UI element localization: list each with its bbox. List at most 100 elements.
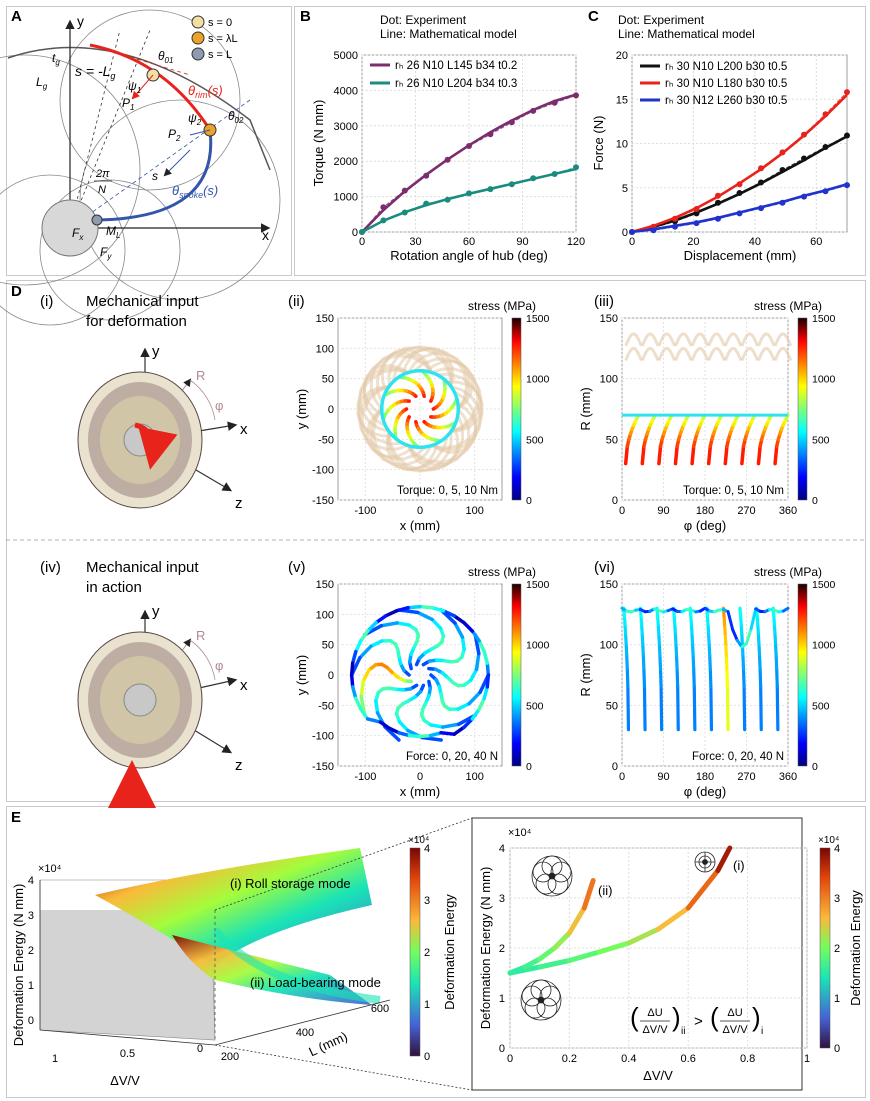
diii-ylabel: R (mm) — [578, 387, 593, 430]
a-theta02: θ — [228, 109, 235, 123]
c-series-1-point-10 — [844, 89, 850, 96]
a-axis-x: x — [262, 227, 269, 243]
b-ytick-0: 0 — [352, 227, 358, 239]
e2-series-1-seg-5 — [581, 878, 596, 911]
diii-xtick-4: 360 — [779, 505, 797, 517]
e-3d-plot: 0 1 2 3 4 0 0.5 1 200 400 600 (i) Roll storage mod… — [11, 848, 391, 1088]
d-v-spoke-5-seg-8 — [358, 644, 373, 660]
d-i-axis-z: z — [235, 495, 243, 512]
d-v-spoke-8-seg-9 — [420, 735, 443, 742]
d-v-spoke-2-seg-7 — [460, 635, 466, 651]
dvi-xtick-3: 270 — [737, 771, 755, 783]
e3d-ztick-0: 0 — [28, 1015, 34, 1027]
d-iii-spoke-1-seg-0 — [640, 444, 646, 466]
b-series-1-point-2 — [401, 209, 408, 216]
svg-text:θ02: θ02 — [228, 109, 244, 125]
c-series-2-point-7 — [779, 199, 786, 206]
d-ii-rim-petal-8-0 — [431, 402, 478, 454]
a-theta02-sub: 02 — [235, 116, 244, 125]
diii-ytick-3: 150 — [600, 313, 618, 325]
dii-colorbar — [511, 317, 522, 501]
e2-xtick-3: 0.6 — [681, 1053, 696, 1065]
d-plots: -100 0 100 -150 -100 -50 0 50 100 150 x (mm) y (mm)… — [294, 299, 836, 799]
d-vi-spoke-8-seg-4 — [756, 632, 761, 646]
d-vi-spoke-8-seg-0 — [759, 685, 763, 732]
d-iv-axis-x: x — [240, 677, 248, 694]
c-ytick-0: 0 — [622, 227, 628, 239]
d-i-axis-x: x — [240, 421, 248, 438]
d-v-rim-seg-29 — [439, 731, 456, 736]
d-iii-spoke-3-seg-0 — [673, 444, 679, 466]
b-legend-1: rₕ 26 N10 L204 b34 t0.3 — [395, 78, 517, 90]
e3d-zlabel: Deformation Energy (N mm) — [11, 884, 26, 1047]
e-colorbar-mid: 0 1 2 3 4 ×10⁴ Deformation Energy — [408, 835, 457, 1063]
dii-ytick-4: 50 — [322, 374, 334, 386]
d-ii-rim-petal-5-0 — [365, 407, 415, 459]
d-ii-rim-petal-3-0 — [362, 364, 409, 416]
b-xtick-3: 90 — [516, 236, 528, 248]
e2-f-op: > — [694, 1013, 703, 1030]
d-iii-arch-7-0 — [740, 346, 759, 362]
b-ytick-1: 1000 — [334, 192, 358, 204]
d-vi-spoke-7-seg-7 — [738, 606, 743, 618]
d-v-rim-seg-6 — [441, 609, 456, 618]
a-s-eq: s = -L — [75, 63, 110, 79]
dv-cbtick-0: 0 — [526, 761, 532, 773]
d-vi-spoke-2-seg-2 — [658, 653, 663, 671]
diii-ytick-1: 50 — [606, 434, 618, 446]
dvi-cbtick-2: 1000 — [812, 640, 836, 652]
e3d-ytick-2: 600 — [371, 1003, 389, 1015]
dv-ytick-3: 0 — [328, 670, 334, 682]
c-series-2-point-0 — [629, 229, 635, 235]
a-psi2: ψ — [188, 111, 197, 125]
e3d-ztick-3: 3 — [28, 910, 34, 922]
diii-note: Torque: 0, 5, 10 Nm — [683, 485, 784, 497]
c-series-2-point-4 — [715, 215, 721, 222]
svg-text:): ) — [752, 1002, 761, 1032]
b-series-0-point-5 — [466, 142, 472, 149]
d-ii-rim-petal-2-0 — [380, 348, 434, 392]
svg-text:tg: tg — [52, 51, 60, 67]
e2-f-rhs-num: ΔU — [727, 1007, 742, 1019]
dii-cbtick-3: 1500 — [526, 313, 550, 325]
b-series-0-point-6 — [487, 131, 494, 138]
d-v-rim-seg-7 — [430, 605, 446, 613]
d-vi-spoke-1-seg-1 — [642, 667, 647, 689]
e2-xtick-2: 0.4 — [621, 1053, 636, 1065]
d-ii-hub-ring — [379, 368, 461, 450]
d-vi-spoke-5-seg-2 — [708, 653, 712, 671]
d-ii-rim-petal-6-0 — [385, 431, 439, 472]
d-iii-spoke-2-seg-0 — [657, 444, 663, 466]
dv-ytick-4: 50 — [322, 640, 334, 652]
d-iii-arch-6-0 — [723, 346, 743, 362]
d-ii-rim-petal-9-2 — [412, 357, 480, 433]
d-v-num: (v) — [288, 559, 306, 576]
e-colorbar-right-ticks: 0 1 2 3 4 — [834, 843, 840, 1055]
diii-xtick-1: 90 — [657, 505, 669, 517]
c-series-1-point-8 — [801, 131, 807, 138]
c-series-1-point-7 — [779, 149, 786, 156]
diii-ytick-0: 0 — [612, 495, 618, 507]
d-v-rim-seg-10 — [394, 605, 410, 613]
wheel-3d-iv — [77, 609, 238, 808]
d-v-spoke-2-seg-8 — [453, 621, 465, 639]
d-vi-spoke-7-seg-4 — [740, 632, 744, 646]
e2-series-0-seg-6 — [685, 868, 721, 911]
d-v-rim-seg-31 — [462, 717, 475, 730]
d-vi-spoke-6-seg-2 — [724, 653, 729, 671]
c-series-2-point-10 — [844, 182, 850, 189]
d-vi-spoke-4-seg-1 — [692, 667, 696, 689]
e2-xtick-5: 1 — [804, 1053, 810, 1065]
wheel-icon-i — [694, 851, 716, 873]
a-fy: F — [100, 245, 108, 259]
dii-cblabel: stress (MPa) — [468, 299, 536, 313]
e2-f-rhs-den: ΔV/V — [722, 1024, 748, 1036]
a-psi2-sub: 2 — [196, 118, 202, 127]
dv-note: Force: 0, 20, 40 N — [406, 751, 498, 763]
e2-series-0-seg-1 — [537, 958, 572, 970]
diii-cbtick-2: 1000 — [812, 374, 836, 386]
b-xtick-4: 120 — [567, 236, 585, 248]
d-v-rim-seg-25 — [397, 731, 412, 738]
d-iii-arch-5-0 — [707, 346, 726, 362]
